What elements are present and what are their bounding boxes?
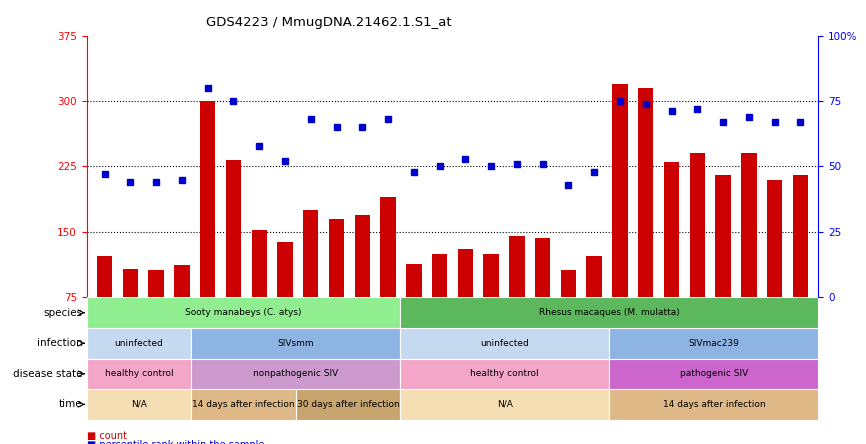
FancyBboxPatch shape — [400, 359, 610, 389]
FancyBboxPatch shape — [610, 359, 818, 389]
Bar — [638, 88, 654, 363]
Text: GSM440061: GSM440061 — [204, 300, 212, 346]
Text: Rhesus macaques (M. mulatta): Rhesus macaques (M. mulatta) — [539, 308, 680, 317]
Bar — [406, 264, 422, 363]
FancyBboxPatch shape — [87, 389, 191, 420]
Text: uninfected: uninfected — [114, 339, 164, 348]
Text: GSM440069: GSM440069 — [410, 300, 418, 346]
Text: GSM440079: GSM440079 — [667, 300, 676, 346]
Text: GSM440064: GSM440064 — [281, 300, 289, 346]
Bar — [766, 179, 782, 363]
FancyBboxPatch shape — [400, 297, 818, 328]
Bar — [483, 254, 499, 363]
FancyBboxPatch shape — [191, 328, 400, 359]
Text: healthy control: healthy control — [105, 369, 173, 378]
Text: GSM440083: GSM440083 — [770, 300, 779, 346]
Text: GSM440072: GSM440072 — [487, 300, 495, 346]
Bar — [741, 153, 757, 363]
Text: GSM440074: GSM440074 — [538, 300, 547, 346]
FancyBboxPatch shape — [295, 389, 400, 420]
FancyBboxPatch shape — [610, 328, 818, 359]
Text: SIVmac239: SIVmac239 — [688, 339, 740, 348]
Text: 14 days after infection: 14 days after infection — [662, 400, 766, 409]
Text: GSM440063: GSM440063 — [255, 300, 264, 346]
Bar — [226, 160, 242, 363]
Text: ■ count: ■ count — [87, 431, 126, 441]
Text: time: time — [59, 399, 82, 409]
Text: N/A: N/A — [497, 400, 513, 409]
Bar — [303, 210, 319, 363]
Text: GSM440071: GSM440071 — [461, 300, 470, 346]
Bar — [509, 236, 525, 363]
Bar — [792, 175, 808, 363]
Text: GSM440057: GSM440057 — [100, 300, 109, 346]
FancyBboxPatch shape — [87, 359, 191, 389]
Text: species: species — [43, 308, 82, 318]
Text: GSM440067: GSM440067 — [358, 300, 367, 346]
Text: GSM440073: GSM440073 — [513, 300, 521, 346]
Bar — [174, 265, 190, 363]
Text: GSM440078: GSM440078 — [641, 300, 650, 346]
FancyBboxPatch shape — [400, 389, 610, 420]
Text: GSM440080: GSM440080 — [693, 300, 701, 346]
Bar — [432, 254, 448, 363]
Text: GSM440068: GSM440068 — [384, 300, 392, 346]
Text: GSM440082: GSM440082 — [744, 300, 753, 346]
Text: ■ percentile rank within the sample: ■ percentile rank within the sample — [87, 440, 264, 444]
Bar — [689, 153, 705, 363]
Text: disease state: disease state — [13, 369, 82, 379]
Text: GSM440058: GSM440058 — [126, 300, 135, 346]
Text: uninfected: uninfected — [481, 339, 529, 348]
Text: pathogenic SIV: pathogenic SIV — [680, 369, 748, 378]
Text: 30 days after infection: 30 days after infection — [296, 400, 399, 409]
FancyBboxPatch shape — [191, 389, 295, 420]
Text: GSM440075: GSM440075 — [564, 300, 573, 346]
Bar — [586, 257, 602, 363]
Text: SIVsmm: SIVsmm — [277, 339, 314, 348]
Bar — [97, 257, 113, 363]
FancyBboxPatch shape — [87, 328, 191, 359]
Bar — [535, 238, 551, 363]
Text: GSM440059: GSM440059 — [152, 300, 161, 346]
Bar — [715, 175, 731, 363]
Bar — [329, 219, 345, 363]
Text: GSM440077: GSM440077 — [616, 300, 624, 346]
Bar — [560, 270, 576, 363]
Text: 14 days after infection: 14 days after infection — [192, 400, 294, 409]
Text: healthy control: healthy control — [470, 369, 539, 378]
FancyBboxPatch shape — [610, 389, 818, 420]
Text: GSM440084: GSM440084 — [796, 300, 805, 346]
Bar — [354, 214, 370, 363]
Text: GSM440066: GSM440066 — [332, 300, 341, 346]
Text: GSM440060: GSM440060 — [178, 300, 186, 346]
Bar — [251, 230, 267, 363]
Bar — [612, 83, 628, 363]
Bar — [277, 242, 293, 363]
Text: GSM440076: GSM440076 — [590, 300, 598, 346]
Text: GSM440065: GSM440065 — [307, 300, 315, 346]
Text: infection: infection — [36, 338, 82, 348]
Bar — [200, 101, 216, 363]
Bar — [663, 162, 679, 363]
Bar — [123, 269, 139, 363]
FancyBboxPatch shape — [87, 297, 400, 328]
Text: GSM440062: GSM440062 — [229, 300, 238, 346]
Text: GSM440070: GSM440070 — [435, 300, 444, 346]
Text: Sooty manabeys (C. atys): Sooty manabeys (C. atys) — [185, 308, 301, 317]
Bar — [148, 270, 164, 363]
Bar — [457, 250, 473, 363]
Text: GSM440081: GSM440081 — [719, 300, 727, 346]
Text: nonpathogenic SIV: nonpathogenic SIV — [253, 369, 339, 378]
Bar — [380, 197, 396, 363]
Text: N/A: N/A — [131, 400, 147, 409]
FancyBboxPatch shape — [191, 359, 400, 389]
Text: GDS4223 / MmugDNA.21462.1.S1_at: GDS4223 / MmugDNA.21462.1.S1_at — [206, 16, 452, 28]
FancyBboxPatch shape — [400, 328, 610, 359]
